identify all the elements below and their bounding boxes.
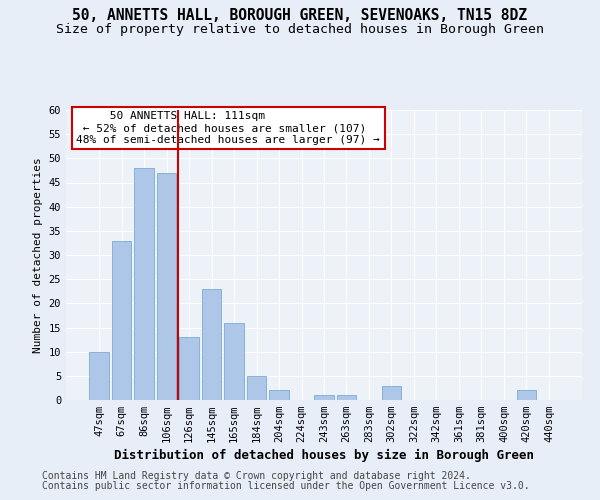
Bar bbox=[89, 352, 109, 400]
Bar bbox=[157, 173, 176, 400]
Bar bbox=[224, 322, 244, 400]
Bar bbox=[112, 240, 131, 400]
Bar bbox=[314, 395, 334, 400]
Text: 50, ANNETTS HALL, BOROUGH GREEN, SEVENOAKS, TN15 8DZ: 50, ANNETTS HALL, BOROUGH GREEN, SEVENOA… bbox=[73, 8, 527, 22]
X-axis label: Distribution of detached houses by size in Borough Green: Distribution of detached houses by size … bbox=[114, 450, 534, 462]
Bar bbox=[247, 376, 266, 400]
Bar bbox=[179, 337, 199, 400]
Bar bbox=[269, 390, 289, 400]
Y-axis label: Number of detached properties: Number of detached properties bbox=[33, 157, 43, 353]
Bar bbox=[337, 395, 356, 400]
Bar bbox=[382, 386, 401, 400]
Text: Contains HM Land Registry data © Crown copyright and database right 2024.: Contains HM Land Registry data © Crown c… bbox=[42, 471, 471, 481]
Text: Size of property relative to detached houses in Borough Green: Size of property relative to detached ho… bbox=[56, 22, 544, 36]
Text: Contains public sector information licensed under the Open Government Licence v3: Contains public sector information licen… bbox=[42, 481, 530, 491]
Text: 50 ANNETTS HALL: 111sqm
 ← 52% of detached houses are smaller (107)
48% of semi-: 50 ANNETTS HALL: 111sqm ← 52% of detache… bbox=[76, 112, 380, 144]
Bar bbox=[517, 390, 536, 400]
Bar bbox=[202, 289, 221, 400]
Bar bbox=[134, 168, 154, 400]
